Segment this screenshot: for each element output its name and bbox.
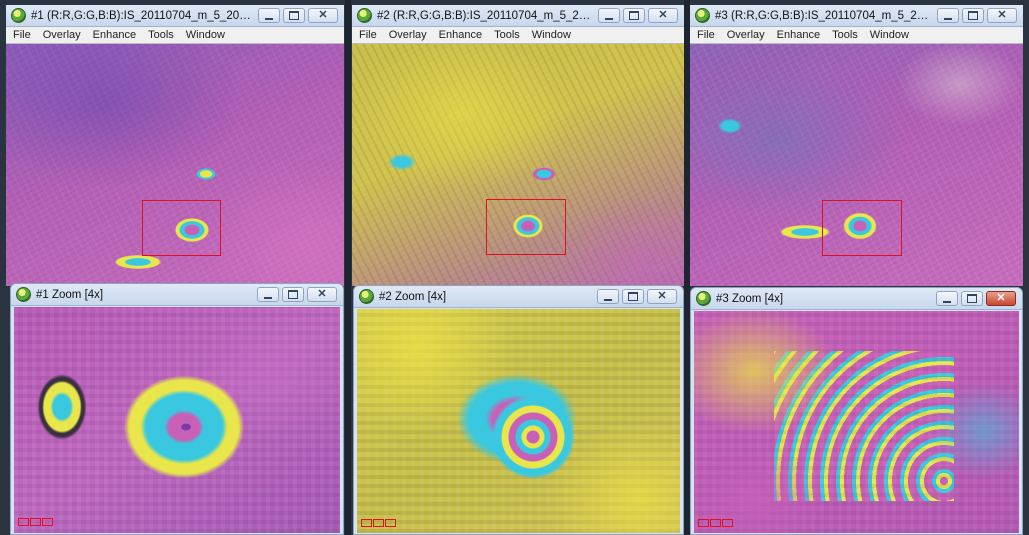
zoom-position-marker-2: [361, 519, 397, 527]
close-icon: ✕: [318, 9, 328, 21]
image-2-view[interactable]: [352, 44, 684, 286]
image-window-1-titlebar[interactable]: #1 (R:R,G:G,B:B):IS_20110704_m_5_2011072…: [6, 5, 344, 27]
menu-file[interactable]: File: [13, 29, 31, 41]
maximize-icon: [289, 11, 299, 20]
zoom-region-box-2[interactable]: [486, 199, 566, 255]
minimize-icon: [265, 17, 273, 20]
maximize-button[interactable]: [622, 289, 644, 304]
minimize-icon: [943, 300, 951, 303]
zoom-2-view[interactable]: [357, 309, 680, 533]
minimize-button[interactable]: [937, 8, 959, 23]
image-window-3-title: #3 (R:R,G:G,B:B):IS_20110704_m_5_2011091…: [715, 9, 931, 22]
close-button[interactable]: ✕: [986, 291, 1016, 306]
image-window-1-menubar: File Overlay Enhance Tools Window: [6, 27, 344, 44]
maximize-icon: [967, 294, 977, 303]
envi-app-icon: [11, 8, 26, 23]
zoom-position-marker-3: [698, 519, 734, 527]
envi-app-icon: [696, 291, 711, 306]
maximize-button[interactable]: [962, 8, 984, 23]
envi-app-icon: [357, 8, 372, 23]
maximize-button[interactable]: [623, 8, 645, 23]
menu-enhance[interactable]: Enhance: [776, 29, 821, 41]
zoom-position-marker-1: [18, 518, 54, 526]
minimize-icon: [944, 17, 952, 20]
image-window-3-titlebar[interactable]: #3 (R:R,G:G,B:B):IS_20110704_m_5_2011091…: [690, 5, 1023, 27]
menu-file[interactable]: File: [359, 29, 377, 41]
minimize-button[interactable]: [258, 8, 280, 23]
image-window-2-title: #2 (R:R,G:G,B:B):IS_20110704_m_5_2011082…: [377, 9, 592, 22]
image-window-1-title: #1 (R:R,G:G,B:B):IS_20110704_m_5_2011072…: [31, 9, 252, 22]
zoom-window-1-title: #1 Zoom [4x]: [36, 288, 104, 301]
zoom-window-2-title: #2 Zoom [4x]: [379, 290, 447, 303]
maximize-icon: [628, 292, 638, 301]
menu-file[interactable]: File: [697, 29, 715, 41]
zoom-region-box-3[interactable]: [822, 200, 902, 256]
window-divider-2: [684, 0, 690, 535]
menu-tools[interactable]: Tools: [148, 29, 174, 41]
menu-window[interactable]: Window: [185, 29, 225, 41]
close-button[interactable]: ✕: [987, 8, 1017, 23]
minimize-button[interactable]: [257, 287, 279, 302]
envi-app-icon: [695, 8, 710, 23]
minimize-icon: [605, 17, 613, 20]
zoom-window-1-titlebar[interactable]: #1 Zoom [4x] ✕: [11, 284, 343, 306]
zoom-3-texture: [694, 311, 1019, 533]
image-1-view[interactable]: [6, 44, 344, 286]
close-icon: ✕: [996, 292, 1006, 304]
zoom-window-3-titlebar[interactable]: #3 Zoom [4x] ✕: [691, 288, 1022, 310]
zoom-window-1: #1 Zoom [4x] ✕: [10, 283, 344, 535]
minimize-icon: [264, 296, 272, 299]
menu-window[interactable]: Window: [869, 29, 909, 41]
zoom-window-2-titlebar[interactable]: #2 Zoom [4x] ✕: [354, 286, 683, 308]
close-button[interactable]: ✕: [648, 8, 678, 23]
close-button[interactable]: ✕: [308, 8, 338, 23]
maximize-button[interactable]: [283, 8, 305, 23]
minimize-button[interactable]: [598, 8, 620, 23]
menu-overlay[interactable]: Overlay: [42, 29, 81, 41]
minimize-button[interactable]: [936, 291, 958, 306]
menu-window[interactable]: Window: [531, 29, 571, 41]
maximize-icon: [288, 290, 298, 299]
menu-enhance[interactable]: Enhance: [92, 29, 137, 41]
close-button[interactable]: ✕: [647, 289, 677, 304]
maximize-button[interactable]: [961, 291, 983, 306]
close-button[interactable]: ✕: [307, 287, 337, 302]
image-window-2-menubar: File Overlay Enhance Tools Window: [352, 27, 684, 44]
close-icon: ✕: [658, 9, 668, 21]
maximize-button[interactable]: [282, 287, 304, 302]
menu-tools[interactable]: Tools: [832, 29, 858, 41]
image-window-3-menubar: File Overlay Enhance Tools Window: [690, 27, 1023, 44]
maximize-icon: [968, 11, 978, 20]
maximize-icon: [629, 11, 639, 20]
close-icon: ✕: [657, 290, 667, 302]
zoom-window-3: #3 Zoom [4x] ✕: [690, 287, 1023, 535]
menu-overlay[interactable]: Overlay: [726, 29, 765, 41]
close-icon: ✕: [997, 9, 1007, 21]
zoom-window-2: #2 Zoom [4x] ✕: [353, 285, 684, 535]
image-window-2-titlebar[interactable]: #2 (R:R,G:G,B:B):IS_20110704_m_5_2011082…: [352, 5, 684, 27]
image-3-view[interactable]: [690, 44, 1023, 286]
menu-overlay[interactable]: Overlay: [388, 29, 427, 41]
minimize-button[interactable]: [597, 289, 619, 304]
zoom-region-box-1[interactable]: [142, 200, 221, 256]
zoom-3-view[interactable]: [694, 311, 1019, 533]
menu-enhance[interactable]: Enhance: [438, 29, 483, 41]
zoom-1-view[interactable]: [14, 307, 340, 533]
close-icon: ✕: [317, 288, 327, 300]
menu-tools[interactable]: Tools: [494, 29, 520, 41]
minimize-icon: [604, 298, 612, 301]
window-divider-1: [345, 0, 351, 535]
envi-app-icon: [16, 287, 31, 302]
envi-app-icon: [359, 289, 374, 304]
zoom-window-3-title: #3 Zoom [4x]: [716, 292, 784, 305]
